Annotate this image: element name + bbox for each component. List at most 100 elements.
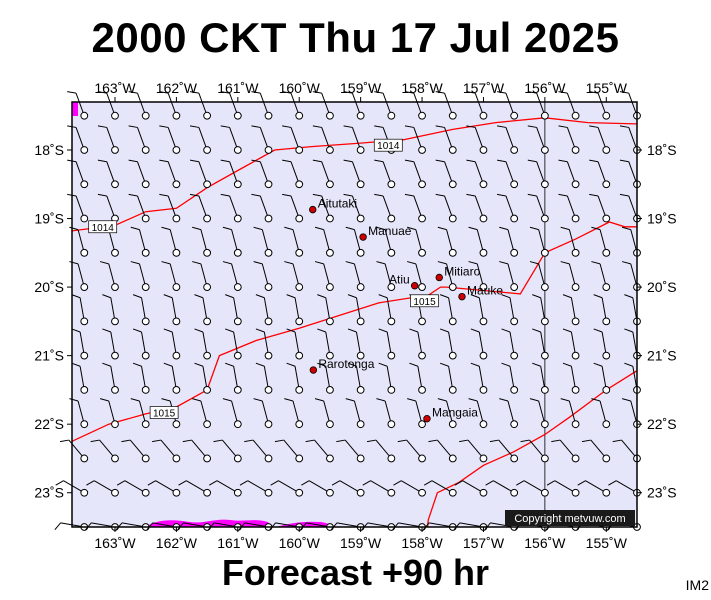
- wind-barb: [251, 159, 273, 189]
- wind-barb: [102, 362, 119, 394]
- wind-barb: [97, 159, 119, 189]
- wind-barb: [562, 294, 580, 326]
- wind-barb: [163, 294, 181, 326]
- lon-label-top: 158˚W: [401, 80, 443, 96]
- wind-barb: [404, 193, 426, 223]
- lat-label-right: 19˚S: [647, 211, 677, 227]
- wind-barb: [497, 193, 519, 223]
- wind-barb: [274, 439, 304, 463]
- wind-barb: [532, 328, 549, 360]
- wind-barb: [225, 294, 242, 326]
- wind-barb: [466, 125, 488, 154]
- wind-barb: [343, 193, 365, 223]
- wind-barb: [347, 362, 365, 394]
- wind-barb: [362, 480, 396, 497]
- wind-barb: [435, 193, 457, 223]
- wind-barb: [532, 294, 549, 326]
- wind-barb: [376, 261, 396, 291]
- lat-label-right: 22˚S: [647, 416, 677, 432]
- map-title: 2000 CKT Thu 17 Jul 2025: [91, 14, 620, 61]
- wind-barb: [71, 294, 89, 326]
- place-marker: [309, 366, 318, 374]
- wind-barb: [220, 125, 242, 154]
- wind-barb: [208, 480, 242, 497]
- wind-barb: [220, 193, 242, 223]
- wind-barb: [239, 480, 273, 497]
- precipitation-area: [72, 102, 78, 116]
- wind-barb: [558, 91, 580, 120]
- wind-barb: [366, 439, 396, 463]
- wind-barb: [189, 91, 212, 120]
- wind-barb: [312, 193, 334, 223]
- wind-barb: [128, 193, 150, 223]
- wind-barb: [286, 328, 304, 360]
- wind-barb: [423, 480, 457, 497]
- product-code: IM2: [685, 577, 709, 593]
- wind-barb: [189, 193, 212, 223]
- wind-barb: [192, 261, 212, 291]
- wind-barb: [86, 480, 119, 497]
- svg-text:1015: 1015: [153, 409, 176, 420]
- lon-label-top: 156˚W: [524, 80, 566, 96]
- wind-barb: [189, 125, 212, 154]
- lon-label-top: 160˚W: [279, 80, 321, 96]
- wind-barb: [213, 439, 242, 463]
- wind-barb: [128, 125, 150, 154]
- wind-barb: [282, 91, 304, 120]
- wind-barb: [347, 328, 365, 360]
- lon-label-bottom: 161˚W: [217, 535, 259, 551]
- wind-barb: [470, 328, 488, 360]
- wind-barb: [466, 91, 488, 120]
- wind-barb: [253, 261, 273, 291]
- wind-barb: [343, 125, 365, 154]
- wind-barb: [253, 226, 273, 257]
- place-mitiaro: Mitiaro: [435, 264, 481, 282]
- wind-barb: [251, 91, 273, 120]
- wind-barb: [558, 159, 580, 189]
- wind-barb: [331, 480, 365, 497]
- wind-barb: [437, 261, 457, 291]
- wind-barb: [225, 328, 242, 360]
- wind-barb: [282, 125, 304, 154]
- isobar-1015: [427, 370, 637, 527]
- wind-barb: [589, 159, 611, 189]
- wind-barb: [466, 193, 488, 223]
- lon-label-bottom: 159˚W: [340, 535, 382, 551]
- wind-barb: [560, 226, 580, 257]
- wind-barb: [132, 294, 150, 326]
- wind-barb: [499, 261, 519, 291]
- isobar-label-1015: 1015: [410, 294, 439, 308]
- wind-barb: [589, 125, 611, 154]
- wind-barb: [97, 91, 119, 120]
- place-label: Atiu: [389, 273, 410, 287]
- place-aitutaki: Aitutaki: [309, 197, 357, 214]
- wind-barb: [527, 91, 549, 120]
- wind-barb: [404, 91, 426, 120]
- wind-barb: [286, 294, 304, 326]
- copyright-text: Copyright metvuw.com: [514, 513, 625, 525]
- place-marker: [423, 414, 431, 423]
- wind-barb: [312, 91, 334, 120]
- lon-label-top: 161˚W: [217, 80, 259, 96]
- isobar-label-1015: 1015: [149, 406, 179, 420]
- wind-barb: [393, 480, 426, 497]
- wind-barb: [194, 294, 212, 326]
- wind-barb: [529, 398, 549, 429]
- wind-barb: [189, 159, 212, 189]
- wind-barb: [317, 328, 334, 360]
- wind-barb: [591, 226, 611, 257]
- wind-barb: [407, 398, 426, 429]
- wind-barb: [439, 362, 457, 394]
- lon-label-top: 157˚W: [463, 80, 505, 96]
- wind-barb: [577, 480, 611, 497]
- wind-barb: [407, 261, 426, 291]
- wind-barb: [69, 226, 89, 257]
- wind-barb: [499, 398, 519, 429]
- wind-barb: [581, 439, 611, 463]
- wind-barb: [102, 328, 119, 360]
- wind-barb: [345, 261, 365, 291]
- wind-barb: [312, 125, 334, 154]
- wind-barb: [69, 398, 89, 429]
- place-label: Manuae: [368, 224, 412, 238]
